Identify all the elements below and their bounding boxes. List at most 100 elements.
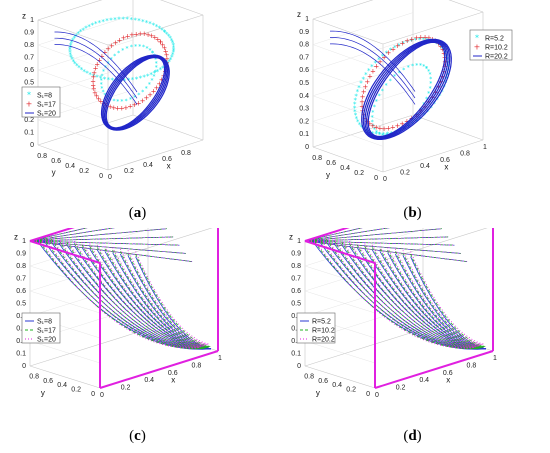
trajectory-line	[310, 238, 473, 349]
x-tick-label: 0.4	[143, 162, 153, 169]
grid-line	[304, 265, 376, 289]
trajectory-line	[35, 238, 205, 350]
star-marker: *	[117, 16, 121, 24]
star-marker: *	[145, 19, 149, 27]
plus-marker: +	[116, 36, 122, 44]
plus-marker: +	[395, 122, 401, 130]
trajectory-line	[66, 239, 202, 348]
star-marker: *	[370, 63, 374, 71]
plus-marker: +	[404, 118, 410, 126]
star-marker: *	[69, 51, 73, 59]
plus-marker: +	[404, 37, 410, 45]
grid-edge	[448, 0, 484, 13]
star-marker: *	[141, 89, 144, 96]
plus-marker: +	[136, 99, 142, 107]
caption-c: (c)	[129, 428, 146, 444]
trajectory-line	[402, 250, 484, 345]
star-marker: *	[440, 44, 444, 52]
plus-marker: +	[96, 56, 102, 64]
plus-marker: +	[426, 98, 432, 106]
trajectory-line	[304, 240, 455, 246]
x-tick-label: 0.6	[168, 370, 178, 377]
trajectory-line	[29, 228, 167, 242]
star-marker: *	[418, 36, 422, 44]
z-tick-label: 0.4	[299, 93, 309, 100]
grid-edge	[37, 0, 103, 21]
trajectory-line	[29, 240, 193, 262]
star-marker: *	[442, 83, 446, 91]
plus-marker: +	[438, 78, 444, 86]
trajectory-line	[304, 228, 442, 242]
y-tick-label: 0	[99, 173, 103, 180]
star-marker: *	[419, 63, 422, 70]
x-axis-label: x	[444, 162, 448, 171]
star-marker: *	[137, 92, 140, 99]
grid-edge	[382, 11, 484, 45]
plus-marker: +	[90, 81, 96, 89]
z-tick-label: 0	[30, 142, 34, 149]
z-tick-label: 0.1	[291, 351, 301, 358]
trajectory-line	[304, 228, 390, 242]
y-tick-label: 0.2	[71, 387, 81, 394]
trajectory-line	[371, 244, 480, 347]
star-marker: *	[139, 75, 143, 83]
star-marker: *	[371, 123, 374, 130]
trajectory-line	[73, 240, 203, 347]
plus-marker: +	[154, 84, 160, 92]
trajectory-line	[29, 240, 186, 254]
z-tick-label: 0.8	[299, 42, 309, 49]
trajectory-line	[29, 228, 115, 242]
trajectory-line	[364, 243, 480, 347]
trajectory-line	[304, 240, 468, 262]
star-marker: *	[125, 98, 128, 105]
trajectory-line	[104, 56, 167, 130]
grid-line	[312, 44, 384, 70]
star-marker: *	[142, 44, 145, 51]
trajectory-line	[410, 253, 486, 347]
grid-line	[29, 228, 149, 267]
star-marker: *	[129, 16, 133, 24]
star-marker: *	[161, 64, 165, 72]
y-axis-label: y	[52, 168, 56, 177]
star-marker: *	[353, 108, 357, 116]
trajectory-line	[367, 41, 446, 138]
legend-marker: +	[26, 100, 33, 109]
star-marker: *	[446, 71, 450, 79]
y-tick-label: 0.8	[304, 373, 314, 380]
chart-b-svg: 00.20.40.60.8100.20.40.60.800.10.20.30.4…	[297, 0, 513, 183]
grid-line	[312, 12, 414, 45]
trajectory-line	[119, 251, 210, 348]
plus-marker: +	[435, 83, 441, 91]
star-marker: *	[146, 45, 149, 52]
x-tick-label: 0	[100, 392, 104, 399]
star-marker: *	[426, 108, 430, 116]
star-marker: *	[137, 17, 141, 25]
legend: * S₁=8 + S₁=17 S₁=20	[21, 86, 61, 118]
plus-marker: +	[144, 94, 150, 102]
star-marker: *	[100, 85, 103, 92]
grid-edge	[312, 18, 384, 45]
star-marker: *	[168, 35, 172, 43]
grid-edge	[29, 365, 101, 389]
grid-edge	[312, 114, 414, 148]
boundary-edges	[304, 228, 494, 389]
trajectory-line	[330, 43, 416, 105]
z-tick-label: 0.5	[299, 80, 309, 87]
star-marker: *	[429, 85, 432, 92]
trajectory-line	[54, 37, 138, 99]
star-marker: *	[69, 53, 73, 61]
star-marker: *	[102, 89, 105, 96]
grid-edge	[107, 139, 204, 171]
plus-marker: +	[105, 45, 111, 53]
star-marker: *	[373, 59, 377, 67]
legend-label: R=5.2	[485, 36, 504, 43]
star-marker: *	[167, 32, 171, 40]
star-marker: *	[163, 28, 167, 36]
star-marker: *	[73, 60, 77, 68]
plus-marker: +	[102, 49, 108, 57]
star-marker: *	[360, 123, 364, 131]
star-marker: *	[130, 44, 133, 51]
trajectory-line	[310, 238, 480, 350]
trajectory-line	[119, 248, 208, 346]
grid-edge	[37, 114, 134, 146]
